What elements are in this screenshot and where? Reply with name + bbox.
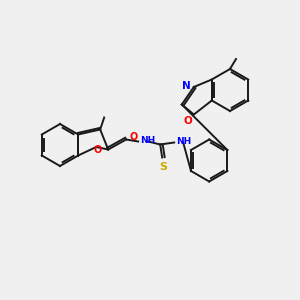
Text: S: S: [159, 163, 167, 172]
Text: N: N: [182, 81, 191, 91]
Text: O: O: [129, 133, 137, 142]
Text: O: O: [183, 116, 192, 127]
Text: O: O: [93, 145, 101, 155]
Text: NH: NH: [176, 137, 191, 146]
Text: NH: NH: [140, 136, 155, 145]
